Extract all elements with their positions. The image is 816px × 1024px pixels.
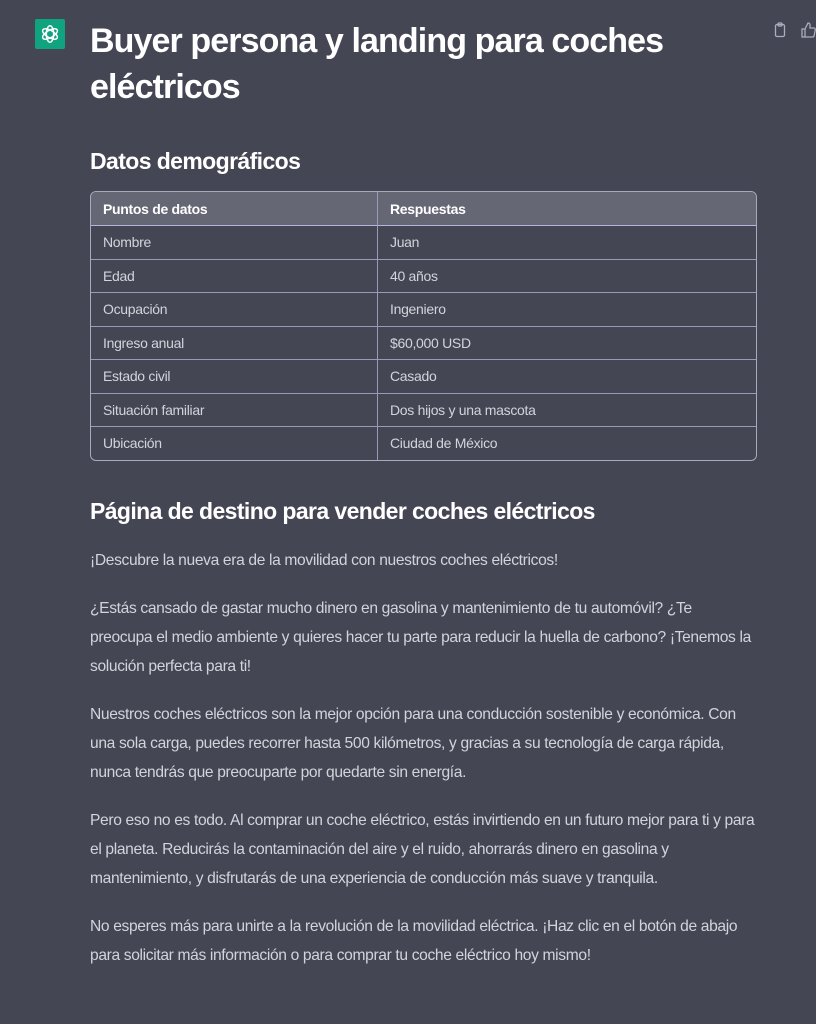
page-title: Buyer persona y landing para coches eléc… (90, 22, 664, 106)
table-row: Nombre Juan (91, 226, 756, 260)
table-cell: $60,000 USD (378, 327, 756, 360)
table-row: Estado civil Casado (91, 360, 756, 394)
landing-paragraph: No esperes más para unirte a la revoluci… (90, 917, 738, 964)
openai-logo-icon (41, 25, 59, 43)
landing-heading: Página de destino para vender coches elé… (90, 497, 595, 524)
table-cell: Casado (378, 360, 756, 394)
column-header: Respuestas (378, 192, 756, 226)
assistant-message: Buyer persona y landing para coches eléc… (90, 18, 757, 970)
table-row: Situación familiar Dos hijos y una mascot… (91, 393, 756, 427)
landing-paragraph: ¿Estás cansado de gastar mucho dinero en… (90, 599, 751, 675)
table-cell: Edad (91, 259, 378, 293)
table-cell: Dos hijos y una mascota (378, 394, 756, 427)
table-cell: Nombre (91, 226, 378, 260)
column-header: Puntos de datos (91, 192, 378, 226)
landing-paragraph: Pero eso no es todo. Al comprar un coche… (90, 811, 755, 887)
clipboard-icon[interactable] (772, 22, 788, 38)
table-row: Ocupación Ingeniero (91, 293, 756, 327)
landing-paragraph: Nuestros coches eléctricos son la mejor … (90, 705, 736, 781)
table-row: Ubicación Ciudad de México (91, 427, 756, 460)
table-cell: 40 años (378, 260, 756, 293)
message-actions (772, 22, 816, 38)
table-cell: Ciudad de México (390, 435, 498, 452)
table-cell: Juan (378, 226, 756, 260)
table-cell: Situación familiar (91, 393, 378, 427)
table-cell: Ocupación (91, 293, 378, 327)
thumbs-up-icon[interactable] (800, 22, 816, 38)
table-cell: Estado civil (91, 360, 378, 394)
table-cell: Ingeniero (378, 293, 756, 327)
table-row: Edad 40 años (91, 259, 756, 293)
assistant-avatar (35, 19, 65, 49)
table-cell: Ingreso anual (91, 326, 378, 360)
demographics-table: Puntos de datos Respuestas Nombre Juan Ed… (90, 191, 757, 461)
table-header-row: Puntos de datos Respuestas (91, 192, 756, 226)
table-cell: Ubicación (91, 427, 378, 460)
landing-paragraph: ¡Descubre la nueva era de la movilidad c… (90, 551, 558, 569)
demographics-heading: Datos demográficos (90, 148, 301, 174)
table-row: Ingreso anual $60,000 USD (91, 326, 756, 360)
